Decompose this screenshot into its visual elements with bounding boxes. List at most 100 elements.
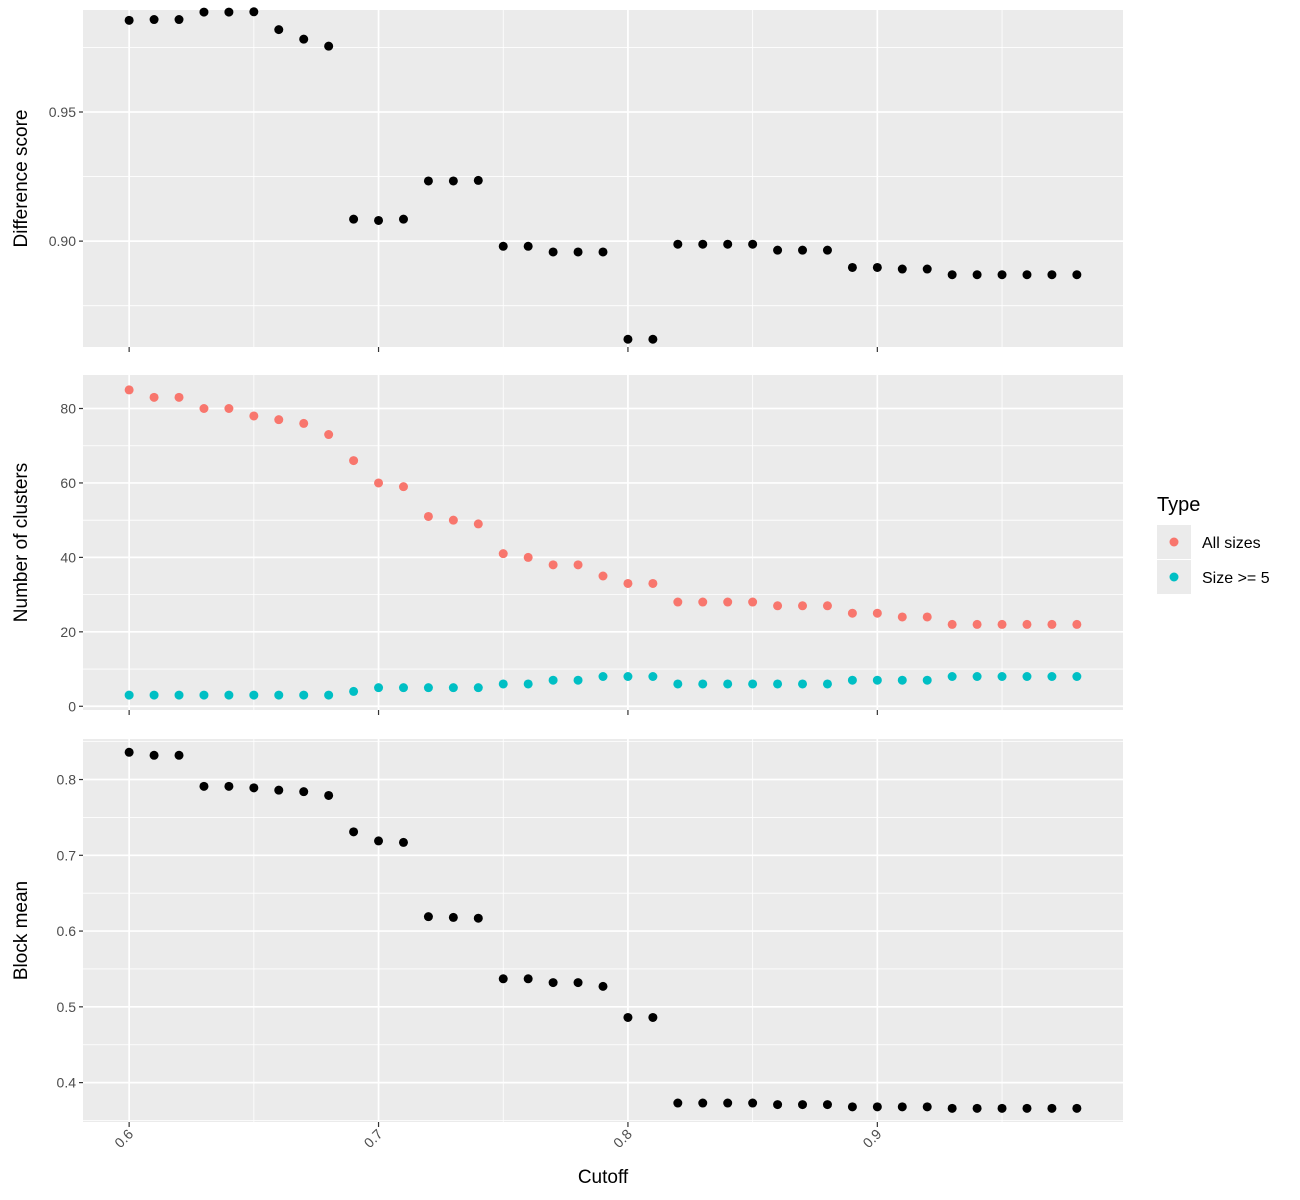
data-point <box>374 836 384 846</box>
data-point <box>274 785 284 795</box>
data-point <box>324 690 334 700</box>
data-point <box>149 392 159 402</box>
data-point <box>349 686 359 696</box>
data-point <box>648 672 658 681</box>
data-point <box>648 1012 658 1022</box>
data-point <box>374 478 384 488</box>
data-point <box>274 690 284 700</box>
data-point <box>199 7 209 17</box>
data-point <box>723 239 733 249</box>
data-point <box>723 597 733 607</box>
data-point <box>723 679 733 689</box>
data-point <box>698 1098 708 1108</box>
y-tick-label: 0.8 <box>57 772 77 788</box>
data-point <box>748 239 758 249</box>
y-tick-label: 20 <box>60 624 76 640</box>
data-point <box>174 690 184 700</box>
data-point <box>299 34 309 44</box>
data-point <box>423 683 433 693</box>
data-point <box>897 1102 907 1112</box>
panel-background <box>83 10 1123 347</box>
data-point <box>349 827 359 837</box>
data-point <box>299 690 309 700</box>
data-point <box>773 679 783 689</box>
x-tick-label: 0.8 <box>610 1126 635 1151</box>
data-point <box>349 214 359 224</box>
data-point <box>573 675 583 685</box>
data-point <box>523 974 533 984</box>
data-point <box>149 750 159 760</box>
data-point <box>698 679 708 689</box>
data-point <box>623 578 633 588</box>
data-point <box>398 482 408 492</box>
legend: Type All sizes Size >= 5 <box>1157 494 1270 594</box>
data-point <box>1047 1103 1057 1113</box>
data-point <box>498 679 508 689</box>
data-point <box>174 392 184 402</box>
data-point <box>922 264 932 274</box>
data-point <box>648 578 658 588</box>
data-point <box>872 262 882 272</box>
data-point <box>1072 270 1082 280</box>
data-point <box>473 175 483 185</box>
data-point <box>523 552 533 562</box>
data-point <box>847 262 857 272</box>
data-point <box>324 790 334 800</box>
data-point <box>847 675 857 685</box>
data-point <box>1022 270 1032 280</box>
legend-key-point <box>1169 572 1179 582</box>
data-point <box>1072 1103 1082 1113</box>
data-point <box>798 601 808 611</box>
data-point <box>548 247 558 257</box>
data-point <box>847 1102 857 1112</box>
data-point <box>598 672 608 681</box>
data-point <box>798 245 808 255</box>
data-point <box>523 679 533 689</box>
data-point <box>274 415 284 425</box>
data-point <box>623 1012 633 1022</box>
data-point <box>498 241 508 251</box>
data-point <box>972 270 982 280</box>
data-point <box>573 247 583 257</box>
data-point <box>573 560 583 570</box>
x-tick-label: 0.6 <box>111 1126 136 1151</box>
data-point <box>997 672 1007 681</box>
data-point <box>374 215 384 225</box>
data-point <box>723 1098 733 1108</box>
data-point <box>274 25 284 35</box>
data-point <box>573 978 583 988</box>
series <box>124 672 1082 700</box>
data-point <box>773 245 783 255</box>
data-point <box>922 612 932 622</box>
data-point <box>673 1098 683 1108</box>
data-point <box>872 608 882 618</box>
data-point <box>1047 270 1057 280</box>
data-point <box>748 597 758 607</box>
data-point <box>548 978 558 988</box>
data-point <box>698 239 708 249</box>
data-point <box>648 334 658 344</box>
data-point <box>673 679 683 689</box>
data-point <box>498 974 508 984</box>
data-point <box>947 1103 957 1113</box>
data-point <box>1047 619 1057 629</box>
data-point <box>149 690 159 700</box>
legend-label: All sizes <box>1202 535 1261 552</box>
data-point <box>149 15 159 25</box>
data-point <box>548 560 558 570</box>
x-tick-label: 0.9 <box>859 1126 884 1151</box>
facet-panel: 0.4 0.5 0.6 0.7 0.8 Block mean <box>11 739 1123 1127</box>
data-point <box>1072 619 1082 629</box>
data-point <box>124 690 134 700</box>
data-point <box>598 247 608 257</box>
data-point <box>897 675 907 685</box>
data-point <box>174 750 184 760</box>
data-point <box>947 270 957 280</box>
data-point <box>498 549 508 559</box>
data-point <box>199 690 209 700</box>
data-point <box>124 385 134 395</box>
data-point <box>448 515 458 525</box>
data-point <box>773 1100 783 1110</box>
data-point <box>299 418 309 428</box>
